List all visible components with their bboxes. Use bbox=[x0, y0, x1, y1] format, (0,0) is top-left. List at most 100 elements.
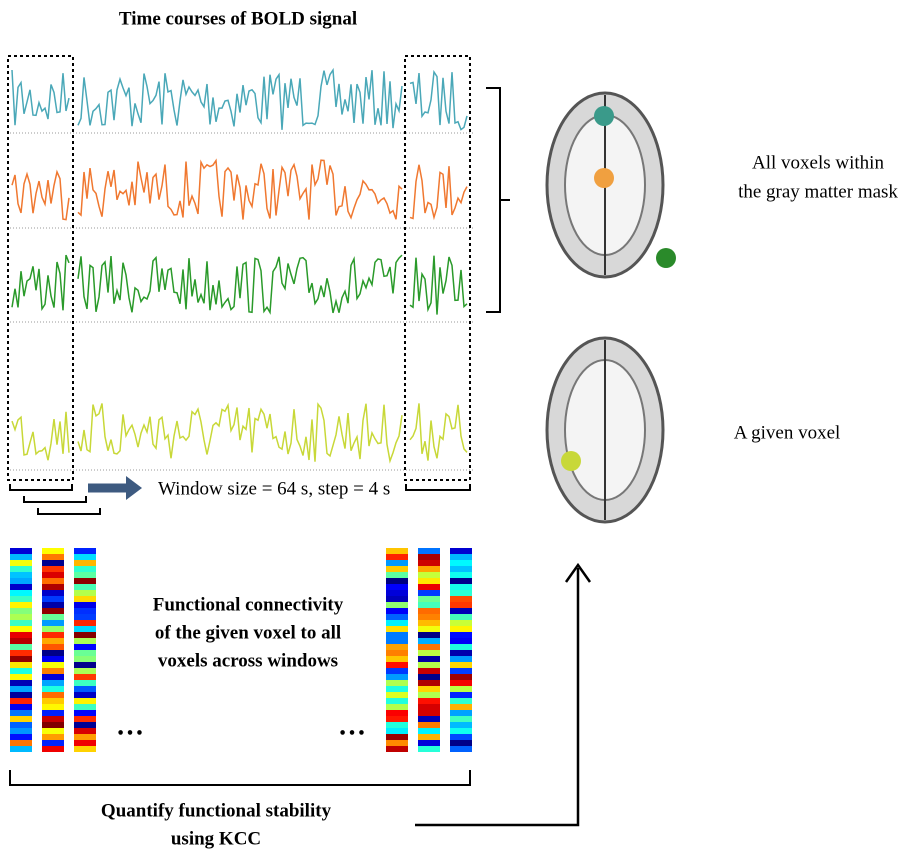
color-stripe bbox=[386, 644, 408, 650]
color-stripe bbox=[386, 668, 408, 674]
window-label: Window size = 64 s, step = 4 s bbox=[158, 478, 390, 499]
color-stripe bbox=[74, 644, 96, 650]
color-stripe bbox=[386, 560, 408, 566]
color-stripe bbox=[450, 668, 472, 674]
color-stripe bbox=[386, 572, 408, 578]
color-stripe bbox=[450, 710, 472, 716]
color-stripe bbox=[450, 740, 472, 746]
color-stripe bbox=[42, 722, 64, 728]
color-stripe bbox=[386, 692, 408, 698]
color-stripe bbox=[10, 614, 32, 620]
color-stripe bbox=[418, 650, 440, 656]
signal-trace bbox=[410, 403, 467, 460]
ellipsis: … bbox=[338, 710, 366, 741]
color-stripe bbox=[10, 590, 32, 596]
color-stripe bbox=[42, 668, 64, 674]
color-stripe bbox=[42, 572, 64, 578]
color-stripe bbox=[450, 620, 472, 626]
color-stripe bbox=[42, 602, 64, 608]
color-stripe bbox=[74, 596, 96, 602]
color-stripe bbox=[450, 656, 472, 662]
color-stripe bbox=[10, 740, 32, 746]
color-stripe bbox=[386, 620, 408, 626]
color-stripe bbox=[74, 638, 96, 644]
color-stripe bbox=[450, 680, 472, 686]
color-stripe bbox=[42, 698, 64, 704]
color-stripe bbox=[418, 620, 440, 626]
color-stripe bbox=[74, 548, 96, 554]
color-stripe bbox=[10, 680, 32, 686]
color-stripe bbox=[42, 560, 64, 566]
title: Time courses of BOLD signal bbox=[119, 8, 357, 29]
color-stripe bbox=[386, 686, 408, 692]
color-stripe bbox=[450, 728, 472, 734]
color-stripe bbox=[418, 710, 440, 716]
color-stripe bbox=[74, 578, 96, 584]
color-stripe bbox=[10, 596, 32, 602]
color-stripe bbox=[74, 662, 96, 668]
color-stripe bbox=[42, 650, 64, 656]
color-stripe bbox=[74, 560, 96, 566]
voxel-dot bbox=[656, 248, 676, 268]
color-stripe bbox=[450, 686, 472, 692]
color-stripe bbox=[418, 746, 440, 752]
color-stripe bbox=[386, 746, 408, 752]
color-stripe bbox=[42, 680, 64, 686]
color-stripe bbox=[42, 692, 64, 698]
color-stripe bbox=[450, 722, 472, 728]
connectivity-label: of the given voxel to all bbox=[155, 622, 341, 643]
color-stripe bbox=[74, 614, 96, 620]
color-stripe bbox=[450, 590, 472, 596]
color-stripe bbox=[42, 734, 64, 740]
color-stripe bbox=[386, 716, 408, 722]
color-stripe bbox=[42, 710, 64, 716]
signal-trace bbox=[12, 412, 69, 460]
stability-label: using KCC bbox=[171, 828, 261, 849]
color-stripe bbox=[418, 560, 440, 566]
color-stripe bbox=[10, 554, 32, 560]
color-stripe bbox=[74, 734, 96, 740]
color-stripe bbox=[418, 632, 440, 638]
color-stripe bbox=[450, 662, 472, 668]
color-stripe bbox=[74, 602, 96, 608]
color-stripe bbox=[74, 728, 96, 734]
color-stripe bbox=[10, 746, 32, 752]
color-stripe bbox=[386, 554, 408, 560]
color-stripe bbox=[450, 560, 472, 566]
color-stripe bbox=[10, 686, 32, 692]
color-stripe bbox=[386, 734, 408, 740]
color-stripe bbox=[74, 746, 96, 752]
color-stripe bbox=[418, 638, 440, 644]
color-stripe bbox=[10, 728, 32, 734]
color-stripe bbox=[386, 608, 408, 614]
color-stripe bbox=[450, 578, 472, 584]
color-stripe bbox=[450, 572, 472, 578]
color-stripe bbox=[74, 554, 96, 560]
color-stripe bbox=[10, 722, 32, 728]
color-stripe bbox=[418, 596, 440, 602]
color-stripe bbox=[42, 716, 64, 722]
color-stripe bbox=[10, 560, 32, 566]
color-stripe bbox=[10, 698, 32, 704]
color-stripe bbox=[450, 602, 472, 608]
color-stripe bbox=[386, 590, 408, 596]
brains bbox=[547, 93, 676, 522]
color-stripe bbox=[74, 566, 96, 572]
color-stripe bbox=[42, 626, 64, 632]
color-stripe bbox=[74, 590, 96, 596]
color-stripe bbox=[450, 650, 472, 656]
color-stripe bbox=[450, 674, 472, 680]
color-stripe bbox=[418, 608, 440, 614]
color-stripe bbox=[450, 626, 472, 632]
color-stripe bbox=[418, 656, 440, 662]
color-stripe bbox=[386, 674, 408, 680]
color-stripe bbox=[42, 548, 64, 554]
color-stripe bbox=[418, 728, 440, 734]
color-stripe bbox=[450, 734, 472, 740]
color-stripe bbox=[42, 674, 64, 680]
color-stripe bbox=[418, 674, 440, 680]
color-stripe bbox=[386, 584, 408, 590]
color-stripe bbox=[386, 578, 408, 584]
signal-trace bbox=[12, 172, 69, 220]
ellipsis: … bbox=[116, 710, 144, 741]
